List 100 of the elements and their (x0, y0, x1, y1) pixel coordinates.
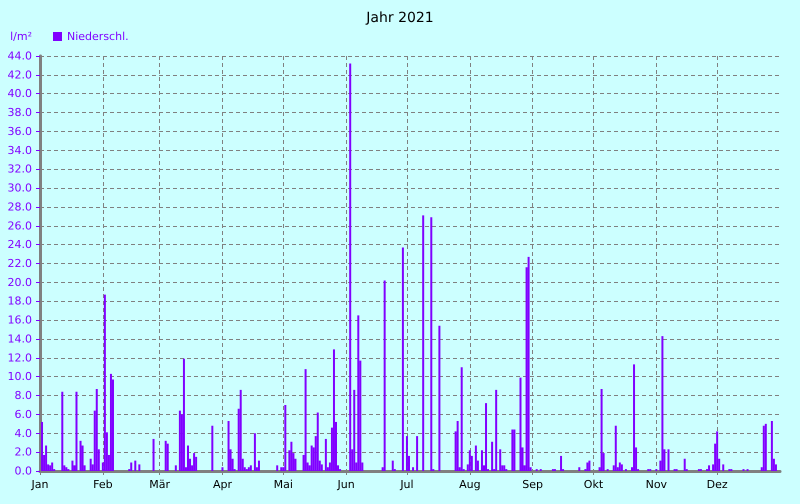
bar (349, 64, 352, 471)
legend-label: Niederschl. (67, 30, 129, 43)
bar (600, 388, 603, 471)
y-tick-label: 38.0 (8, 106, 32, 120)
bar (45, 446, 48, 471)
bar (166, 444, 169, 471)
bar (528, 256, 530, 471)
bar (716, 431, 718, 471)
bar (276, 465, 278, 471)
y-tick-label: 14.0 (8, 332, 32, 346)
bar (280, 467, 282, 471)
y-tick-label: 2.0 (14, 446, 32, 459)
bar (80, 440, 82, 471)
y-tick-label: 26.0 (8, 219, 32, 232)
bar (193, 453, 196, 471)
bar (138, 464, 140, 471)
bar (560, 456, 562, 471)
bar (708, 465, 710, 471)
y-tick-label: 6.0 (14, 408, 32, 421)
bar (290, 442, 292, 471)
bar (320, 464, 323, 471)
bar (228, 421, 230, 471)
x-tick-label: Mai (274, 478, 293, 491)
bar (491, 442, 494, 471)
bar (284, 404, 286, 471)
y-tick-label: 8.0 (14, 389, 32, 402)
bar (474, 446, 477, 471)
bar (684, 458, 686, 471)
x-tick-label: Aug (459, 478, 481, 491)
bar (588, 460, 590, 471)
bar (258, 460, 260, 471)
bar (416, 436, 418, 471)
y-tick-label: 30.0 (8, 182, 32, 195)
x-tick-label: Dez (706, 478, 728, 491)
bar (667, 449, 670, 471)
bar (460, 367, 463, 471)
y-tick-label: 36.0 (8, 124, 32, 138)
x-tick-label: Feb (93, 478, 113, 491)
y-tick-label: 22.0 (8, 257, 32, 270)
bar (422, 215, 424, 471)
x-tick-label: Jan (30, 478, 48, 491)
bar (240, 390, 242, 471)
bar (485, 403, 488, 471)
bar (304, 369, 307, 471)
bar (152, 438, 155, 471)
bar (762, 426, 765, 471)
bar (519, 378, 522, 471)
chart-title: Jahr 2021 (365, 10, 434, 26)
y-tick-label: 40.0 (8, 87, 32, 100)
bar (96, 388, 98, 471)
bar (75, 392, 78, 471)
bar (722, 464, 724, 471)
bar (412, 467, 414, 471)
y-tick-label: 16.0 (8, 314, 32, 327)
y-tick-label: 32.0 (8, 162, 32, 176)
bar (633, 364, 636, 471)
bar (332, 349, 335, 471)
y-tick-label: 24.0 (8, 238, 32, 252)
bar (221, 467, 224, 471)
bar (316, 412, 319, 471)
bar (357, 315, 360, 471)
bar (438, 326, 440, 471)
bar (110, 374, 112, 471)
bar (130, 462, 132, 471)
bar (392, 460, 394, 471)
y-tick-label: 4.0 (14, 426, 32, 440)
x-tick-label: Mär (149, 478, 170, 491)
bar (90, 458, 92, 471)
bar (71, 460, 74, 471)
bar (164, 440, 167, 471)
y-tick-label: 0.0 (14, 464, 32, 478)
bar (254, 433, 256, 471)
bar (764, 424, 767, 471)
bar (499, 449, 502, 471)
y-tick-label: 42.0 (8, 68, 32, 82)
bar (586, 462, 588, 471)
y-tick-label: 28.0 (8, 200, 32, 214)
y-tick-label: 12.0 (8, 351, 32, 364)
bar (402, 247, 404, 471)
bar (324, 438, 327, 471)
bar (430, 217, 432, 471)
bar (511, 430, 514, 471)
bar (620, 464, 623, 471)
y-tick-label: 10.0 (8, 370, 32, 384)
bar (618, 462, 621, 471)
bar (661, 336, 664, 471)
bar (182, 358, 185, 471)
bar (353, 390, 356, 471)
bar (49, 465, 52, 471)
bar (250, 465, 252, 471)
bar (178, 410, 181, 471)
bar (384, 280, 386, 471)
bar (187, 446, 189, 471)
bar (61, 392, 64, 471)
bar (480, 450, 483, 471)
x-tick-label: Nov (646, 478, 668, 491)
x-tick-label: Sep (522, 478, 544, 491)
bar (104, 294, 106, 471)
bar (51, 462, 54, 471)
bar (174, 465, 177, 471)
